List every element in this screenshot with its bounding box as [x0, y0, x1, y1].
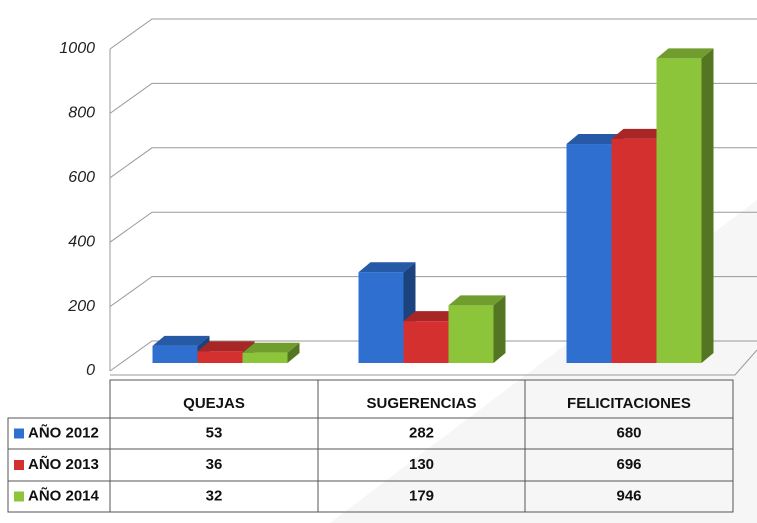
floor-edge [110, 349, 757, 376]
y-tick-label: 1000 [59, 40, 95, 57]
bar-top [611, 128, 669, 139]
grid-line [109, 276, 757, 308]
bar-top [152, 335, 210, 346]
bar-front [566, 144, 612, 363]
y-tick-label: 200 [67, 298, 95, 315]
legend-swatch [14, 428, 24, 439]
table-value: 179 [409, 487, 434, 504]
table-value: 32 [206, 487, 223, 504]
bar-front [656, 58, 702, 363]
legend-label: AÑO 2014 [28, 486, 100, 504]
table-value: 130 [409, 456, 434, 473]
grid-line [109, 211, 757, 243]
column-header: QUEJAS [183, 395, 245, 412]
bar [242, 342, 300, 363]
bar-top [448, 295, 506, 306]
bar-front [403, 321, 449, 363]
legend-label: AÑO 2012 [28, 423, 99, 441]
table-value: 53 [206, 424, 223, 441]
grid-line [109, 147, 757, 179]
bar-front [152, 345, 198, 363]
legend-swatch [14, 491, 24, 502]
bar-front [197, 351, 243, 363]
y-tick-label: 0 [86, 362, 95, 379]
table-value: 696 [616, 456, 641, 473]
table-body-box [7, 417, 734, 513]
grid-line [109, 18, 757, 50]
bar-side [493, 295, 506, 363]
table-value: 36 [206, 456, 223, 473]
grid-line [109, 82, 757, 114]
grid-line [109, 340, 757, 372]
bar [448, 295, 506, 363]
bar-front [358, 272, 404, 363]
y-tick-label: 600 [68, 169, 95, 186]
bar-top [566, 134, 624, 145]
bar-front [448, 305, 494, 363]
bar [656, 48, 714, 363]
bar-top [197, 341, 255, 352]
legend-swatch [14, 460, 24, 470]
bar-top [242, 342, 300, 353]
bar-top [656, 48, 714, 59]
y-tick-label: 800 [68, 105, 95, 122]
bar-front [242, 352, 288, 363]
column-header: SUGERENCIAS [366, 395, 476, 412]
column-header: FELICITACIONES [567, 395, 691, 412]
table-value: 680 [616, 424, 641, 441]
table-value: 946 [616, 487, 641, 504]
bar-side [701, 48, 714, 363]
table-value: 282 [409, 424, 434, 441]
y-tick-label: 400 [68, 233, 95, 250]
bar-top [403, 311, 461, 322]
bar-side [287, 342, 300, 363]
legend-label: AÑO 2013 [28, 455, 99, 473]
bar-front [611, 138, 657, 363]
bar-top [358, 262, 416, 273]
